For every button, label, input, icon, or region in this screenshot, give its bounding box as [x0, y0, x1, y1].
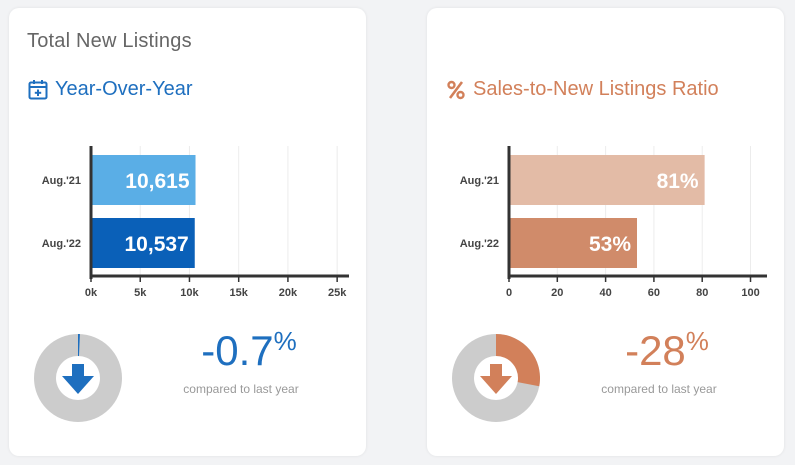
- x-tick-label: 80: [696, 287, 708, 299]
- x-tick-label: 40: [599, 287, 611, 299]
- change-unit: %: [273, 326, 297, 356]
- arrow-down-icon: [62, 364, 94, 394]
- sales-ratio-bar-chart: 81% Aug.'21 53% Aug.'22 0 20 40 60 80 100: [460, 146, 767, 299]
- arrow-shaft: [72, 364, 84, 378]
- x-tick-label: 60: [648, 287, 660, 299]
- subtitle-label: Sales-to-New Listings Ratio: [473, 78, 719, 100]
- sales-ratio-card: Sales-to-New Listings Ratio 81% Aug.'21 53…: [427, 8, 784, 456]
- compare-text: compared to last year: [601, 382, 717, 396]
- x-tick-label: 0k: [85, 287, 98, 299]
- x-tick-label: 15k: [230, 287, 249, 299]
- new-listings-bar-chart: 10,615 Aug.'21 10,537 Aug.'22 0k 5k 10k 15k 20k 2…: [42, 146, 349, 299]
- arrow-shaft: [490, 364, 502, 378]
- percent-icon: [445, 79, 467, 101]
- category-label: Aug.'22: [460, 238, 499, 250]
- calendar-plus-icon: [27, 79, 49, 101]
- x-tick-label: 20k: [279, 287, 298, 299]
- change-value: -0.7%: [159, 327, 339, 374]
- bar-value-label: 53%: [589, 233, 631, 256]
- bar: [509, 218, 637, 268]
- x-tick-label: 10k: [180, 287, 199, 299]
- change-donut: [452, 334, 540, 422]
- x-tick-label: 0: [506, 287, 512, 299]
- x-tick-label: 5k: [134, 287, 147, 299]
- change-value: -28%: [577, 327, 757, 374]
- x-tick-label: 20: [551, 287, 563, 299]
- compare-text: compared to last year: [183, 382, 299, 396]
- new-listings-card: Total New Listings Year-Over-Year 10,615…: [9, 8, 366, 456]
- yoy-subtitle: Year-Over-Year: [27, 78, 192, 101]
- category-label: Aug.'22: [42, 238, 81, 250]
- bar-value-label: 81%: [657, 170, 699, 193]
- category-label: Aug.'21: [42, 175, 81, 187]
- card-title: Total New Listings: [27, 30, 192, 52]
- x-tick-label: 25k: [328, 287, 347, 299]
- subtitle-label: Year-Over-Year: [55, 78, 193, 100]
- change-number: -0.7: [201, 327, 274, 374]
- change-donut: [34, 334, 122, 422]
- change-number: -28: [625, 327, 686, 374]
- arrow-down-icon: [480, 364, 512, 394]
- bar-value-label: 10,615: [125, 170, 190, 193]
- bar: [509, 155, 705, 205]
- bar: [91, 218, 195, 268]
- change-unit: %: [685, 326, 709, 356]
- arrow-head: [480, 376, 512, 394]
- x-tick-label: 100: [741, 287, 759, 299]
- arrow-head: [62, 376, 94, 394]
- bar-value-label: 10,537: [125, 233, 189, 256]
- ratio-subtitle: Sales-to-New Listings Ratio: [445, 78, 719, 101]
- category-label: Aug.'21: [460, 175, 499, 187]
- bar: [91, 155, 196, 205]
